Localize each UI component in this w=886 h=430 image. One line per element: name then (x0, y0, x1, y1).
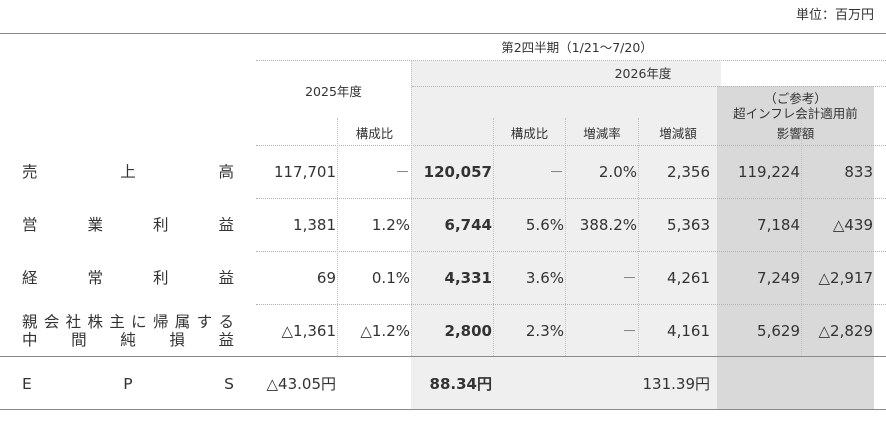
operating-growth: 388.2% (579, 216, 637, 234)
ordinary-curr: 4,331 (444, 269, 492, 287)
operating-ref: 7,184 (757, 216, 800, 234)
eps-prev: △43.05円 (266, 375, 336, 393)
net-income-impact: △2,829 (818, 322, 873, 340)
net-income-curr-share: 2.3% (525, 322, 564, 340)
net-income-prev-share: △1.2% (360, 322, 410, 340)
label-char: 高 (218, 163, 234, 181)
net-income-prev: △1,361 (281, 322, 336, 340)
ordinary-prev: 69 (316, 269, 336, 287)
label-char: 益 (218, 331, 234, 349)
row-label-eps: E P S (22, 374, 234, 394)
header-rule-1 (256, 60, 886, 61)
label-char: 経 (22, 269, 38, 287)
fy2026-shade (411, 61, 721, 409)
label-char: 売 (22, 163, 38, 181)
label-char: 親 (22, 313, 38, 331)
col-impact: 影響額 (776, 126, 815, 141)
label-char: 上 (120, 163, 136, 181)
sales-prev: 117,701 (273, 163, 336, 181)
col-share-prev: 構成比 (355, 126, 394, 141)
ordinary-curr-share: 3.6% (525, 269, 564, 287)
row-label-net-income-line1: 親 会 社 株 主 に 帰 属 す る (22, 312, 234, 332)
operating-impact: △439 (832, 216, 873, 234)
ordinary-prev-share: 0.1% (371, 269, 410, 287)
ordinary-impact: △2,917 (818, 269, 873, 287)
label-char: 損 (169, 331, 185, 349)
label-char: 会 (43, 313, 60, 331)
sales-prev-share: － (394, 163, 410, 181)
eps-curr: 88.34円 (429, 375, 492, 393)
ordinary-change: 4,261 (667, 269, 710, 287)
col-share-curr: 構成比 (510, 126, 549, 141)
net-income-growth: － (621, 322, 637, 340)
col-divider-b (411, 61, 412, 356)
net-income-ref: 5,629 (757, 322, 800, 340)
label-char: 社 (65, 313, 82, 331)
row-label-sales: 売 上 高 (22, 162, 234, 182)
label-char: 主 (109, 313, 125, 331)
operating-change: 5,363 (667, 216, 710, 234)
label-char: E (22, 375, 32, 393)
period-header: 第2四半期（1/21～7/20） (501, 40, 653, 55)
reference-header-line2: 超インフレ会計適用前 (733, 106, 858, 121)
top-rule (0, 33, 886, 34)
col-change: 増減額 (659, 126, 697, 141)
row-rule-1 (256, 198, 886, 199)
label-char: 純 (120, 331, 136, 349)
sales-curr-share: － (548, 163, 564, 181)
label-char: 常 (87, 269, 103, 287)
label-char: 中 (22, 331, 38, 349)
label-char: 間 (71, 331, 87, 349)
label-char: に (131, 313, 147, 331)
label-char: 帰 (152, 313, 169, 331)
col-divider-d (565, 118, 566, 356)
sales-growth: 2.0% (598, 163, 637, 181)
reference-shade (717, 86, 874, 409)
label-char: 益 (218, 269, 234, 287)
operating-prev: 1,381 (293, 216, 336, 234)
reference-header-line1: （ご参考） (764, 91, 827, 106)
operating-curr-share: 5.6% (525, 216, 564, 234)
label-char: 営 (22, 216, 38, 234)
label-char: 株 (87, 313, 103, 331)
row-rule-3 (256, 304, 886, 305)
row-label-ordinary-profit: 経 常 利 益 (22, 268, 234, 288)
label-char: 利 (152, 216, 169, 234)
unit-note: 単位：百万円 (795, 8, 874, 23)
fy2025-header: 2025年度 (305, 84, 362, 99)
label-char: 属 (174, 313, 191, 331)
ordinary-ref: 7,249 (757, 269, 800, 287)
ordinary-growth: － (621, 269, 637, 287)
label-char: S (224, 375, 234, 393)
row-label-operating-profit: 営 業 利 益 (22, 215, 234, 235)
header-rule-2 (412, 86, 886, 87)
col-divider-f (801, 118, 802, 356)
bottom-rule (0, 409, 886, 410)
eps-top-rule (0, 356, 886, 357)
sales-curr: 120,057 (423, 163, 492, 181)
label-char: 業 (87, 216, 103, 234)
sales-impact: 833 (844, 163, 873, 181)
sales-change: 2,356 (667, 163, 710, 181)
operating-prev-share: 1.2% (371, 216, 410, 234)
label-char: P (123, 375, 133, 393)
header-rule-3 (256, 145, 886, 146)
col-growth: 増減率 (583, 126, 621, 141)
net-income-change: 4,161 (667, 322, 710, 340)
row-rule-2 (256, 251, 886, 252)
col-divider-a (337, 118, 338, 356)
col-divider-c (493, 118, 494, 356)
operating-curr: 6,744 (444, 216, 492, 234)
label-char: す (196, 313, 213, 331)
row-label-net-income-line2: 中 間 純 損 益 (22, 330, 234, 350)
label-char: 益 (218, 216, 234, 234)
label-char: 利 (152, 269, 169, 287)
sales-ref: 119,224 (737, 163, 800, 181)
net-income-curr: 2,800 (444, 322, 492, 340)
col-divider-e (638, 118, 639, 356)
fy2026-header: 2026年度 (614, 66, 672, 81)
label-char: る (218, 313, 234, 331)
eps-change: 131.39円 (642, 375, 711, 393)
